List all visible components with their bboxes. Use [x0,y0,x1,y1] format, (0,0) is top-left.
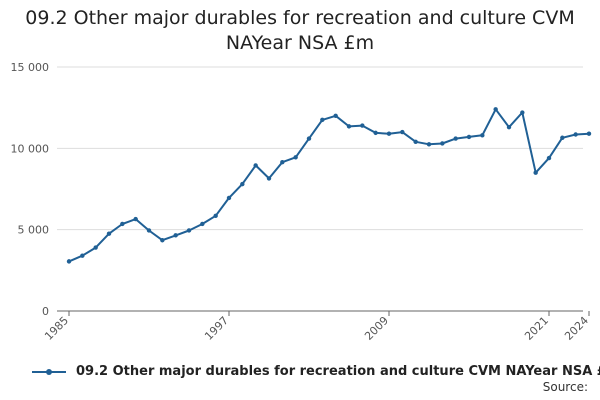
data-point [293,155,298,160]
x-tick-label: 2024 [562,314,591,343]
data-point [93,245,98,250]
data-point [253,163,258,168]
data-point [120,221,125,227]
data-point [400,129,405,135]
data-point [453,136,458,141]
data-point [306,136,312,141]
data-point [146,228,152,233]
y-tick-label: 10 000 [11,142,50,155]
data-point [333,113,338,119]
data-point [506,124,512,130]
data-point [546,155,552,161]
y-tick-label: 0 [42,305,49,318]
data-point [413,139,418,145]
chart-title-line-1: 09.2 Other major durables for recreation… [25,7,575,29]
data-point [226,195,232,201]
chart-legend: 09.2 Other major durables for recreation… [32,364,600,379]
data-point [520,110,525,115]
chart-title: 09.2 Other major durables for recreation… [0,6,600,56]
x-tick-label: 2021 [522,314,551,343]
data-point [160,238,165,243]
data-point [360,123,365,128]
axes: 0 5 000 10 000 15 000 1985 1997 2009 2021 2024 [11,61,592,343]
grid-lines [57,66,583,312]
data-point [373,130,378,136]
data-point [533,170,538,175]
data-point [66,259,72,264]
legend-line-marker-icon [32,366,66,378]
data-point [440,141,445,146]
y-tick-label: 5 000 [18,224,50,237]
data-point [586,131,592,136]
data-point [280,159,285,165]
data-point [466,134,472,140]
data-point [173,233,178,238]
data-point [320,117,325,123]
source-label: Source: [542,380,588,394]
series-line [68,108,590,263]
data-point [106,231,112,236]
data-point [560,135,565,140]
data-point [573,132,578,137]
x-tick-label: 2009 [362,314,391,343]
series [66,107,592,264]
x-tick-label: 1985 [42,314,71,343]
data-point [213,213,218,219]
data-point [386,131,392,136]
legend-label: 09.2 Other major durables for recreation… [76,364,600,379]
data-point [200,221,205,227]
y-tick-label: 15 000 [11,61,50,74]
data-point [266,176,272,181]
data-point [426,142,432,147]
data-point [80,253,85,258]
data-point [493,107,498,112]
data-point [240,181,245,187]
data-point [133,216,138,222]
data-point [186,228,192,233]
data-point [346,124,352,129]
x-tick-label: 1997 [202,314,231,343]
chart-title-line-2: NAYear NSA £m [225,32,375,54]
data-point [480,133,485,138]
